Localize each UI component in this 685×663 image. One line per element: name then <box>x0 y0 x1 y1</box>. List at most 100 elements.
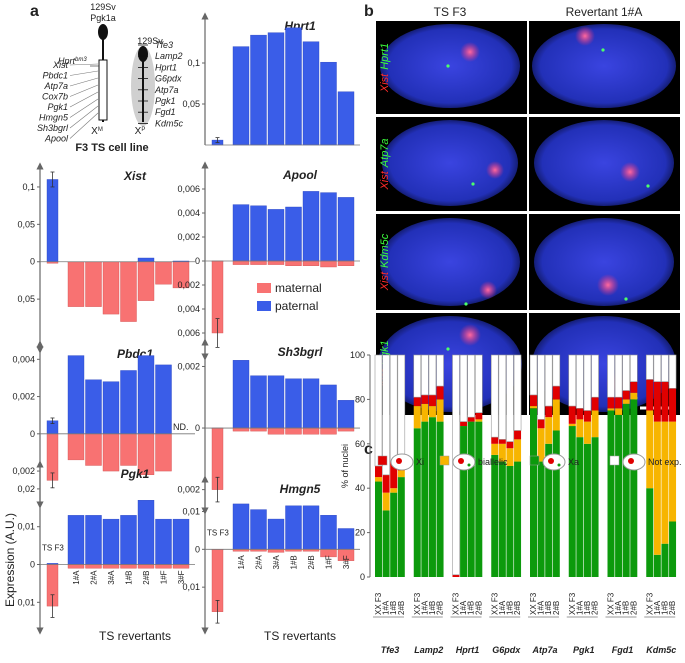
rna-dot <box>464 302 468 306</box>
bar-segment <box>421 394 429 404</box>
y-tick-label: 40 <box>355 483 365 493</box>
x-tick-label: 1#B <box>389 601 398 615</box>
bar-segment <box>661 421 669 544</box>
rna-dot <box>471 182 475 186</box>
bar-segment <box>537 354 545 420</box>
bar-segment <box>646 410 654 489</box>
bar-segment <box>583 421 591 444</box>
bar-segment <box>413 397 421 407</box>
y-tick-label: 0,004 <box>177 208 200 218</box>
nucleus <box>534 120 674 206</box>
x-tick-label: 1#A <box>537 600 546 615</box>
bar <box>302 260 320 267</box>
group-label: Hprt1 <box>456 645 480 655</box>
x-tick-label: 2#B <box>474 601 483 615</box>
error-bar <box>50 417 55 424</box>
xist-cloud <box>459 324 481 346</box>
bar <box>302 427 320 435</box>
y-tick-label: 0 <box>30 560 35 570</box>
bar-segment <box>646 488 654 577</box>
bar-segment <box>568 426 576 577</box>
bar <box>102 433 120 472</box>
bar-segment <box>661 354 669 382</box>
bar <box>232 360 250 429</box>
error-bar <box>215 318 220 348</box>
bar <box>137 355 155 435</box>
group-label: Tfe3 <box>381 645 400 655</box>
bar-segment <box>382 354 390 476</box>
bar-segment <box>591 397 599 411</box>
legend-label: Xa <box>568 457 579 467</box>
x-tick-label: 1#B <box>467 601 476 615</box>
legend-xi <box>458 458 464 464</box>
bar <box>46 179 59 262</box>
legend-xi <box>396 458 402 464</box>
xist-cloud <box>460 42 480 62</box>
bar-segment <box>498 461 506 577</box>
centromere <box>98 24 108 40</box>
x-tick-label: 3#F <box>177 570 186 584</box>
superscript: P <box>141 127 145 133</box>
bar <box>155 518 172 565</box>
bar <box>137 261 155 301</box>
legend-label: Xi <box>416 457 424 467</box>
y-axis-label: Expression (A.U.) <box>3 513 17 607</box>
bar <box>337 427 355 432</box>
bar <box>302 378 320 429</box>
probe: Xist <box>379 170 391 190</box>
bar-segment <box>413 354 422 398</box>
x-axis-label: TS revertants <box>99 629 171 643</box>
bar <box>85 261 102 307</box>
bar <box>232 427 250 432</box>
gene: Atp7a <box>379 138 391 168</box>
bar-segment <box>428 354 437 396</box>
bar <box>250 509 267 550</box>
bar <box>120 515 137 565</box>
error-bar <box>215 600 220 624</box>
bar-segment <box>389 354 398 462</box>
bar-segment <box>475 421 483 577</box>
bar-segment <box>645 354 654 380</box>
x-tick-label: 1#B <box>544 601 553 615</box>
y-tick-label: 0,05 <box>17 219 35 229</box>
y-tick-label: 0,1 <box>187 58 200 68</box>
rna-dot <box>601 48 605 52</box>
bar-segment <box>653 421 661 555</box>
bar <box>267 518 285 550</box>
superscript: bm3 <box>75 57 87 63</box>
gene-label: Cox7b <box>42 92 68 102</box>
x-tick-label: XX F3 <box>490 592 499 615</box>
bar <box>67 564 85 569</box>
allele-label: Hprtbm3 <box>58 56 87 66</box>
x-tick-label: 1#A <box>382 600 391 615</box>
y-tick-label: 0,002 <box>177 232 200 242</box>
panel-label: a <box>30 3 39 20</box>
probe-label: Xist Atp7a <box>379 138 391 190</box>
bar <box>67 261 85 307</box>
bar <box>172 518 190 565</box>
y-tick-label: 0,004 <box>177 304 200 314</box>
bar-segment <box>669 388 677 422</box>
bar <box>85 515 102 565</box>
x-tick-label: TS F3 <box>42 544 64 553</box>
y-tick-label: 0,01 <box>17 597 35 607</box>
x-tick-label: 3#F <box>342 555 351 569</box>
bar-segment <box>375 477 382 482</box>
x-tick-label: XX F3 <box>529 592 538 615</box>
bar <box>155 364 172 435</box>
legend-label: paternal <box>275 299 318 313</box>
x-tick-label: 1#A <box>653 600 662 615</box>
y-tick-label: 0 <box>195 256 200 266</box>
bar <box>85 564 102 569</box>
bar-segment <box>390 461 398 489</box>
legend-xi <box>548 458 554 464</box>
caption: F3 TS cell line <box>75 142 148 154</box>
chromosome-diagram: 129Sv Pgk1a 129Sv Hprtbm3 XM XP F3 TS ce… <box>37 2 184 154</box>
bar <box>85 379 102 435</box>
chromosome-label: XM <box>91 126 103 137</box>
legend-label: Not exp. <box>648 457 682 467</box>
y-tick-label: 0 <box>360 572 365 582</box>
x-tick-label: 1#B <box>290 555 299 569</box>
y-tick-label: 80 <box>355 394 365 404</box>
